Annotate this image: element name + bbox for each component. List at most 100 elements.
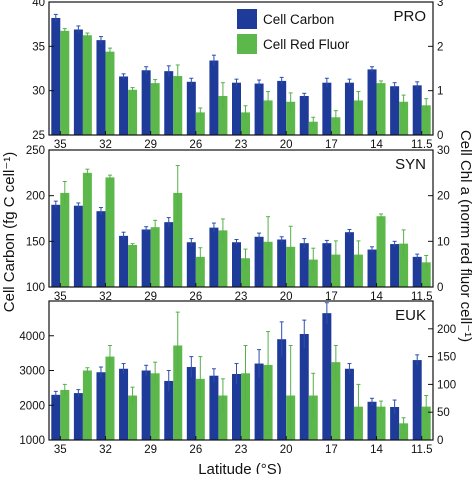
carbon-bar <box>164 71 174 135</box>
right-tick-label: 100 <box>437 379 456 391</box>
fluor-bar <box>399 101 409 135</box>
left-tick-label: 150 <box>26 236 45 248</box>
fluor-bar <box>105 51 115 135</box>
carbon-bar <box>299 243 309 287</box>
fluor-bar <box>218 395 228 440</box>
y-axis-title-left: Cell Carbon (fg C cell⁻¹) <box>1 152 18 312</box>
fluor-bar <box>308 121 318 135</box>
legend-swatch-fluor <box>237 34 257 54</box>
fluor-bar <box>376 216 386 287</box>
right-tick-label: 10 <box>437 236 450 248</box>
fluor-bar <box>421 406 431 440</box>
x-tick-label: 14 <box>370 291 383 303</box>
legend-swatch-carbon <box>237 9 257 29</box>
fluor-bar <box>218 230 228 287</box>
left-tick-label: 100 <box>26 282 45 294</box>
fluor-bar <box>353 254 363 287</box>
carbon-bar <box>322 313 332 440</box>
carbon-bar <box>209 375 219 440</box>
fluor-bar <box>128 89 138 135</box>
fluor-bar <box>241 373 250 440</box>
carbon-bar <box>164 222 174 287</box>
carbon-bar <box>232 82 241 135</box>
carbon-bar <box>344 232 354 287</box>
panel-syn: 100 150 200 250 0 10 20 30 35 32 29 26 23 20 17 14 11.5 S… <box>26 145 450 303</box>
panel-euk: 1000 2000 3000 4000 0 50 100 150 200 35 32 29 26 23 20… <box>19 300 456 456</box>
carbon-bar <box>141 229 151 287</box>
right-tick-label: 1 <box>437 86 443 98</box>
fluor-bar <box>195 378 205 440</box>
panel-tag-syn: SYN <box>395 156 426 173</box>
fluor-bar <box>60 389 70 440</box>
panel-tag-euk: EUK <box>395 307 426 324</box>
carbon-bar <box>186 242 196 287</box>
left-tick-label: 35 <box>32 41 45 53</box>
fluor-bar <box>263 364 273 440</box>
carbon-bar <box>232 242 241 287</box>
carbon-bar <box>299 334 309 440</box>
x-tick-label: 20 <box>280 444 293 456</box>
x-tick-label: 14 <box>370 139 383 151</box>
carbon-bar <box>254 83 264 135</box>
x-tick-label: 29 <box>144 291 157 303</box>
left-tick-label: 4000 <box>19 331 45 343</box>
carbon-bar <box>254 236 264 287</box>
fluor-bar <box>331 254 341 287</box>
x-tick-label: 17 <box>325 291 338 303</box>
x-tick-label: 35 <box>54 444 67 456</box>
x-tick-label: 35 <box>54 139 67 151</box>
panel-tag-pro: PRO <box>393 8 426 25</box>
fluor-bar <box>105 177 115 287</box>
fluor-bar <box>376 406 386 440</box>
fluor-bar <box>60 30 70 135</box>
carbon-bar <box>277 80 287 135</box>
fluor-bar <box>82 35 92 135</box>
x-tick-label: 35 <box>54 291 67 303</box>
x-tick-label: 11.5 <box>411 291 433 303</box>
x-tick-label: 26 <box>189 444 202 456</box>
carbon-bar <box>367 249 377 287</box>
fluor-bar <box>150 373 160 440</box>
carbon-bar <box>390 244 400 287</box>
fluor-bar <box>331 117 341 135</box>
x-tick-label: 29 <box>144 139 157 151</box>
fluor-bar <box>263 100 273 135</box>
legend-label-carbon: Cell Carbon <box>263 12 334 27</box>
left-tick-label: 250 <box>26 145 45 157</box>
fluor-bar <box>173 345 183 440</box>
left-tick-label: 25 <box>32 130 45 142</box>
right-tick-label: 30 <box>437 145 450 157</box>
left-tick-label: 2000 <box>19 400 45 412</box>
fluor-bar <box>173 192 183 287</box>
carbon-bar <box>209 227 219 287</box>
fluor-bar <box>241 112 250 135</box>
x-tick-label: 32 <box>99 291 112 303</box>
carbon-bar <box>412 256 422 287</box>
x-tick-label: 11.5 <box>411 139 433 151</box>
carbon-bar <box>186 367 196 440</box>
x-tick-label: 26 <box>189 291 202 303</box>
y-axis-title-right: Cell Chl a (norm red fluor cell⁻¹) <box>457 130 474 342</box>
x-tick-label: 26 <box>189 139 202 151</box>
right-tick-label: 0 <box>437 435 443 447</box>
carbon-bar <box>96 211 106 287</box>
carbon-bar <box>73 393 83 440</box>
fluor-bar <box>218 95 228 135</box>
x-tick-label: 29 <box>144 444 157 456</box>
right-tick-label: 200 <box>437 324 456 336</box>
carbon-bar <box>141 370 151 440</box>
fluor-bar <box>128 395 138 440</box>
carbon-bar <box>96 40 106 135</box>
left-tick-label: 40 <box>32 0 45 9</box>
carbon-bar <box>277 339 287 440</box>
fluor-bar <box>150 227 160 287</box>
legend: Cell Carbon Cell Red Fluor <box>237 9 350 54</box>
x-tick-label: 11.5 <box>411 444 433 456</box>
carbon-bar <box>322 243 332 287</box>
left-tick-label: 30 <box>32 86 45 98</box>
x-tick-label: 32 <box>99 444 112 456</box>
x-tick-label: 20 <box>280 139 293 151</box>
legend-label-fluor: Cell Red Fluor <box>263 37 350 52</box>
